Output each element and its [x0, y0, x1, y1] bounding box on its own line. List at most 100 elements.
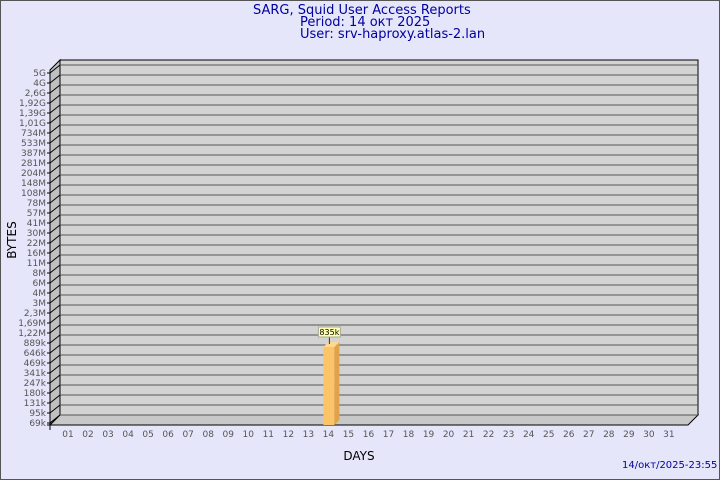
bar-front [323, 347, 335, 425]
bar-side [334, 342, 340, 425]
y-tick-diag [49, 174, 61, 184]
left-wall [49, 58, 61, 427]
x-tick-label: 15 [343, 430, 354, 440]
y-tick-diag [49, 374, 61, 384]
y-tick-label: 646k [24, 349, 47, 359]
x-tick-label: 27 [583, 430, 594, 440]
y-tick-diag [49, 134, 61, 144]
y-tick-label: 1,01G [19, 119, 46, 129]
y-tick-label: 533M [21, 139, 46, 149]
report-timestamp: 14/окт/2025-23:55 [622, 460, 718, 471]
x-tick-label: 06 [162, 430, 174, 440]
y-tick-label: 1,69M [18, 319, 46, 329]
x-tick-label: 13 [303, 430, 314, 440]
y-tick-diag [49, 264, 61, 274]
y-tick-diag [49, 274, 61, 284]
y-tick-label: 6M [33, 279, 47, 289]
y-tick-label: 148M [21, 179, 46, 189]
y-tick-diag [49, 214, 61, 224]
y-tick-label: 5G [33, 69, 46, 79]
x-tick-label: 08 [202, 430, 214, 440]
data-label-box [317, 326, 341, 338]
data-label: 835k [319, 328, 339, 337]
y-tick-diag [49, 194, 61, 204]
y-tick-diag [49, 354, 61, 364]
y-tick-label: 16M [27, 249, 46, 259]
y-tick-label: 22M [27, 239, 46, 249]
x-tick-label: 16 [363, 430, 375, 440]
y-tick-diag [49, 304, 61, 314]
y-tick-diag [49, 314, 61, 324]
x-tick-label: 28 [603, 430, 615, 440]
y-tick-diag [49, 114, 61, 124]
x-tick-label: 12 [283, 430, 294, 440]
y-tick-label: 1,92G [19, 99, 46, 109]
y-tick-label: 2,6G [25, 89, 46, 99]
y-tick-label: 469k [24, 359, 47, 369]
report-title: SARG, Squid User Access Reports [253, 3, 471, 18]
y-tick-diag [49, 64, 61, 74]
y-tick-diag [49, 94, 61, 104]
y-tick-diag [49, 234, 61, 244]
y-tick-label: 41M [27, 219, 46, 229]
x-tick-label: 21 [463, 430, 474, 440]
y-tick-diag [49, 324, 61, 334]
y-tick-label: 4G [33, 79, 46, 89]
x-tick-label: 04 [122, 430, 134, 440]
x-tick-label: 03 [102, 430, 113, 440]
y-tick-label: 4M [33, 289, 47, 299]
x-tick-label: 02 [82, 430, 93, 440]
y-tick-diag [49, 254, 61, 264]
x-tick-label: 23 [503, 430, 514, 440]
x-tick-label: 19 [423, 430, 435, 440]
x-tick-label: 10 [243, 430, 255, 440]
x-tick-label: 18 [403, 430, 415, 440]
y-tick-label: 2,3M [24, 309, 46, 319]
y-tick-diag [49, 384, 61, 394]
y-tick-diag [49, 294, 61, 304]
y-tick-diag [49, 244, 61, 254]
x-tick-label: 01 [62, 430, 73, 440]
bar-top [323, 342, 340, 348]
y-tick-label: 131k [24, 399, 47, 409]
y-tick-label: 69k [29, 419, 46, 429]
report-period: Period: 14 окт 2025 [300, 15, 431, 30]
x-tick-label: 29 [623, 430, 635, 440]
x-tick-label: 17 [383, 430, 394, 440]
y-tick-label: 108M [21, 189, 46, 199]
y-tick-label: 30M [27, 229, 46, 239]
y-tick-diag [49, 334, 61, 344]
y-tick-label: 95k [29, 409, 46, 419]
y-tick-label: 341k [24, 369, 47, 379]
y-tick-diag [49, 144, 61, 154]
x-tick-label: 26 [563, 430, 575, 440]
y-tick-diag [49, 184, 61, 194]
y-tick-label: 734M [21, 129, 46, 139]
y-tick-label: 57M [27, 209, 46, 219]
x-tick-label: 09 [223, 430, 235, 440]
y-tick-diag [49, 154, 61, 164]
y-tick-label: 1,22M [18, 329, 46, 339]
x-tick-label: 14 [323, 430, 335, 440]
x-tick-label: 20 [443, 430, 455, 440]
y-tick-diag [49, 344, 61, 354]
floor [48, 414, 700, 426]
y-tick-diag [49, 204, 61, 214]
y-tick-label: 78M [27, 199, 46, 209]
y-tick-diag [49, 404, 61, 414]
y-tick-diag [49, 124, 61, 134]
y-tick-label: 3M [33, 299, 47, 309]
x-tick-label: 07 [182, 430, 193, 440]
x-tick-label: 05 [142, 430, 153, 440]
y-tick-diag [49, 84, 61, 94]
x-axis-label: DAYS [343, 449, 374, 463]
x-tick-label: 11 [263, 430, 274, 440]
y-tick-diag [49, 164, 61, 174]
y-tick-label: 281M [21, 159, 46, 169]
y-tick-label: 11M [27, 259, 46, 269]
y-tick-diag [49, 284, 61, 294]
y-tick-label: 204M [21, 169, 46, 179]
back-wall [59, 59, 699, 416]
y-tick-label: 247k [24, 379, 47, 389]
